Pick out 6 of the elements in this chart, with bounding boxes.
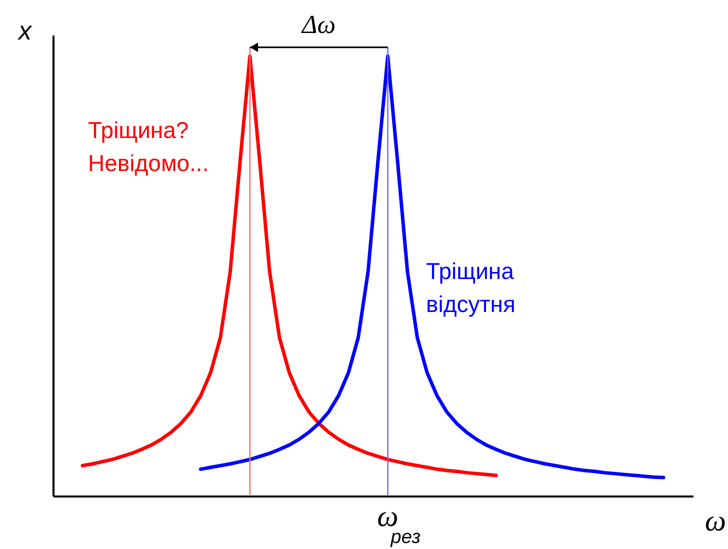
text: Δω	[301, 10, 336, 39]
series-label: Тріщина відсутня	[426, 258, 516, 317]
series-label: Тріщина? Невідомо...	[88, 117, 209, 176]
text: ωрез	[377, 500, 421, 548]
x-axis-title: ω	[704, 504, 726, 538]
y-axis-title: x	[16, 16, 32, 46]
